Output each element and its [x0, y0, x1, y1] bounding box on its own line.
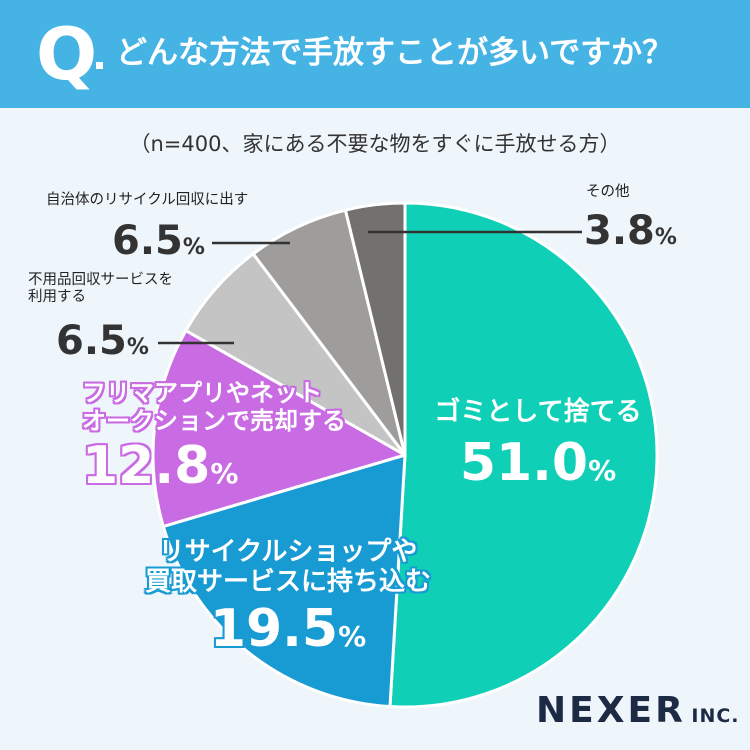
slice-label-other: その他 [586, 184, 630, 201]
slice-value-recycle-shop-unit: % [338, 619, 367, 653]
slice-label-pickup-line2: 利用する [28, 288, 86, 305]
slice-label-flea-market-line2: オークションで売却する [82, 406, 346, 435]
slice-value-trash-unit: % [588, 453, 617, 487]
brand-logo: NEXER INC. [536, 690, 740, 731]
slice-value-other: 3.8% [584, 208, 677, 254]
slice-label-recycle-shop-line2: 買取サービスに持ち込む [144, 566, 431, 597]
slice-label-municipal: 自治体のリサイクル回収に出す [46, 192, 248, 209]
slice-label-pickup-line1: 不用品回収サービスを [28, 272, 173, 288]
slice-label-recycle-shop-line1: リサイクルショップや [158, 537, 418, 567]
question-text: どんな方法で手放すことが多いですか？ [116, 35, 674, 71]
slice-value-other-unit: % [654, 225, 677, 250]
slice-value-municipal: 6.5% [112, 218, 205, 264]
brand-name: NEXER [536, 690, 686, 731]
slice-value-other-number: 3.8 [584, 208, 655, 254]
pie-slice-recycle-shop [161, 453, 407, 709]
q-dot [96, 62, 103, 69]
slice-label-flea-market-line1: フリマアプリやネット [82, 379, 322, 407]
slice-value-pickup-number: 6.5 [56, 318, 127, 364]
slice-label-pickup: 不用品回収サービスを 利用する [28, 272, 173, 305]
slice-value-municipal-number: 6.5 [112, 218, 183, 264]
chart-subtitle: （n=400、家にある不要な物をすぐに手放せる方） [129, 132, 621, 156]
slice-value-pickup-unit: % [126, 335, 149, 360]
slice-value-flea-market-unit: % [210, 457, 239, 491]
slice-label-municipal-text: 自治体のリサイクル回収に出す [46, 192, 249, 208]
slice-value-trash: 51.0% [418, 432, 658, 494]
pie-slice-trash [388, 201, 659, 709]
question-header: Q どんな方法で手放すことが多いですか？ [0, 0, 750, 108]
slice-value-flea-market-number: 12.8 [82, 436, 211, 497]
slice-label-trash: ゴミとして捨てる 51.0% [418, 397, 658, 494]
pie-slice-other [343, 201, 407, 457]
slice-value-recycle-shop-number: 19.5 [209, 598, 339, 659]
brand-suffix: INC. [691, 705, 740, 727]
slice-label-flea-market: フリマアプリやネット オークションで売却する 12.8% [82, 379, 346, 497]
slice-label-recycle-shop: リサイクルショップや 買取サービスに持ち込む 19.5% [128, 537, 448, 660]
q-mark: Q [36, 12, 98, 96]
slice-label-trash-text: ゴミとして捨てる [434, 397, 642, 427]
pie-slice-flea-market [151, 329, 407, 528]
slice-value-recycle-shop: 19.5% [128, 598, 448, 660]
slice-label-other-text: その他 [586, 184, 630, 200]
slice-value-trash-number: 51.0 [459, 432, 589, 493]
slice-value-pickup: 6.5% [56, 318, 149, 364]
slice-value-municipal-unit: % [182, 235, 205, 260]
slice-value-flea-market: 12.8% [82, 436, 346, 497]
